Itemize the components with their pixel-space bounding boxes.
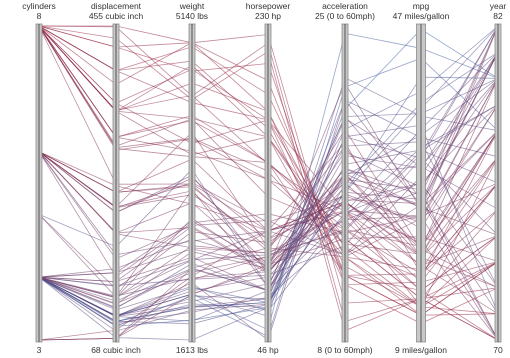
axis-max-label-year: 82: [493, 11, 503, 21]
axis-name-acceleration: acceleration: [322, 1, 368, 11]
axis-max-label-horsepower: 230 hp: [255, 11, 281, 21]
axis-min-label-horsepower: 46 hp: [257, 345, 279, 355]
axis-max-label-cylinders: 8: [37, 11, 42, 21]
axis-name-mpg: mpg: [413, 1, 430, 11]
axis-name-year: year: [490, 1, 507, 11]
axis-min-label-acceleration: 8 (0 to 60mph): [317, 345, 372, 355]
axis-min-label-displacement: 68 cubic inch: [91, 345, 141, 355]
axis-min-label-cylinders: 3: [37, 345, 42, 355]
axis-min-label-mpg: 9 miles/gallon: [395, 345, 447, 355]
axis-max-label-acceleration: 25 (0 to 60mph): [315, 11, 375, 21]
axis-max-label-mpg: 47 miles/gallon: [393, 11, 450, 21]
axis-name-horsepower: horsepower: [246, 1, 291, 11]
axis-name-cylinders: cylinders: [22, 1, 56, 11]
axis-min-label-weight: 1613 lbs: [176, 345, 208, 355]
axis-max-label-displacement: 455 cubic inch: [89, 11, 144, 21]
axis-name-displacement: displacement: [91, 1, 142, 11]
axis-min-label-year: 70: [493, 345, 503, 355]
axis-name-weight: weight: [179, 1, 205, 11]
axis-max-label-weight: 5140 lbs: [176, 11, 208, 21]
